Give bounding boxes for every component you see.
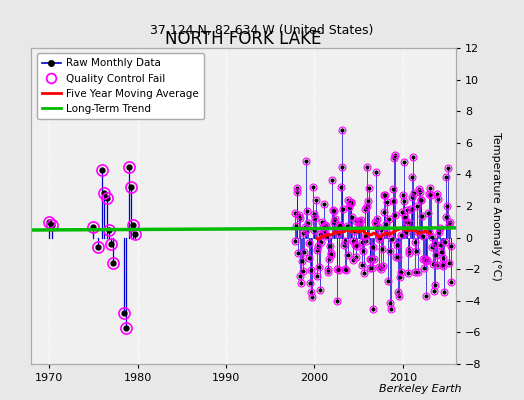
Text: 37.124 N, 82.634 W (United States): 37.124 N, 82.634 W (United States): [150, 24, 374, 37]
Legend: Raw Monthly Data, Quality Control Fail, Five Year Moving Average, Long-Term Tren: Raw Monthly Data, Quality Control Fail, …: [37, 53, 204, 119]
Y-axis label: Temperature Anomaly (°C): Temperature Anomaly (°C): [491, 132, 501, 280]
Title: NORTH FORK LAKE: NORTH FORK LAKE: [166, 30, 322, 48]
Text: Berkeley Earth: Berkeley Earth: [379, 384, 461, 394]
